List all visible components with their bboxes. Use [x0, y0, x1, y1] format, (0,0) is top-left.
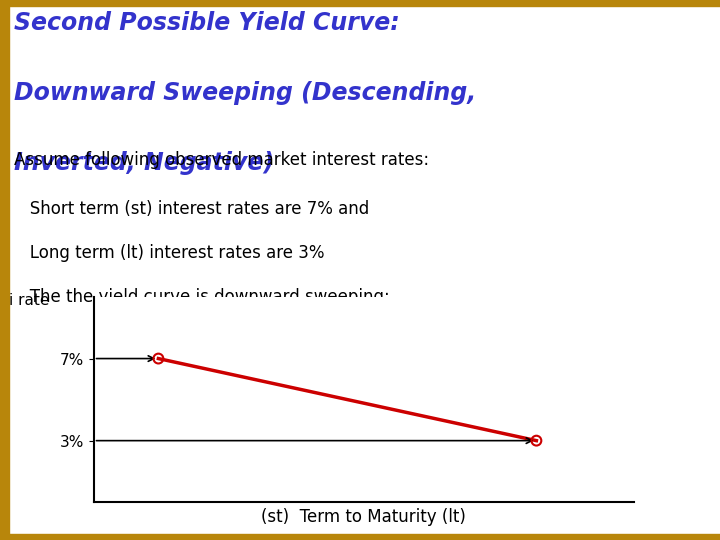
Text: Assume following observed market interest rates:: Assume following observed market interes… — [14, 151, 430, 169]
Text: The the yield curve is downward sweeping:: The the yield curve is downward sweeping… — [14, 288, 390, 306]
Point — [153, 354, 164, 363]
Text: Long term (lt) interest rates are 3%: Long term (lt) interest rates are 3% — [14, 244, 325, 262]
Text: Downward Sweeping (Descending,: Downward Sweeping (Descending, — [14, 81, 477, 105]
X-axis label: (st)  Term to Maturity (lt): (st) Term to Maturity (lt) — [261, 508, 466, 526]
Text: Inverted, Negative): Inverted, Negative) — [14, 151, 274, 175]
Y-axis label: i rate: i rate — [9, 293, 49, 308]
Text: Second Possible Yield Curve:: Second Possible Yield Curve: — [14, 11, 400, 35]
Text: Short term (st) interest rates are 7% and: Short term (st) interest rates are 7% an… — [14, 200, 369, 218]
Point — [531, 436, 542, 445]
